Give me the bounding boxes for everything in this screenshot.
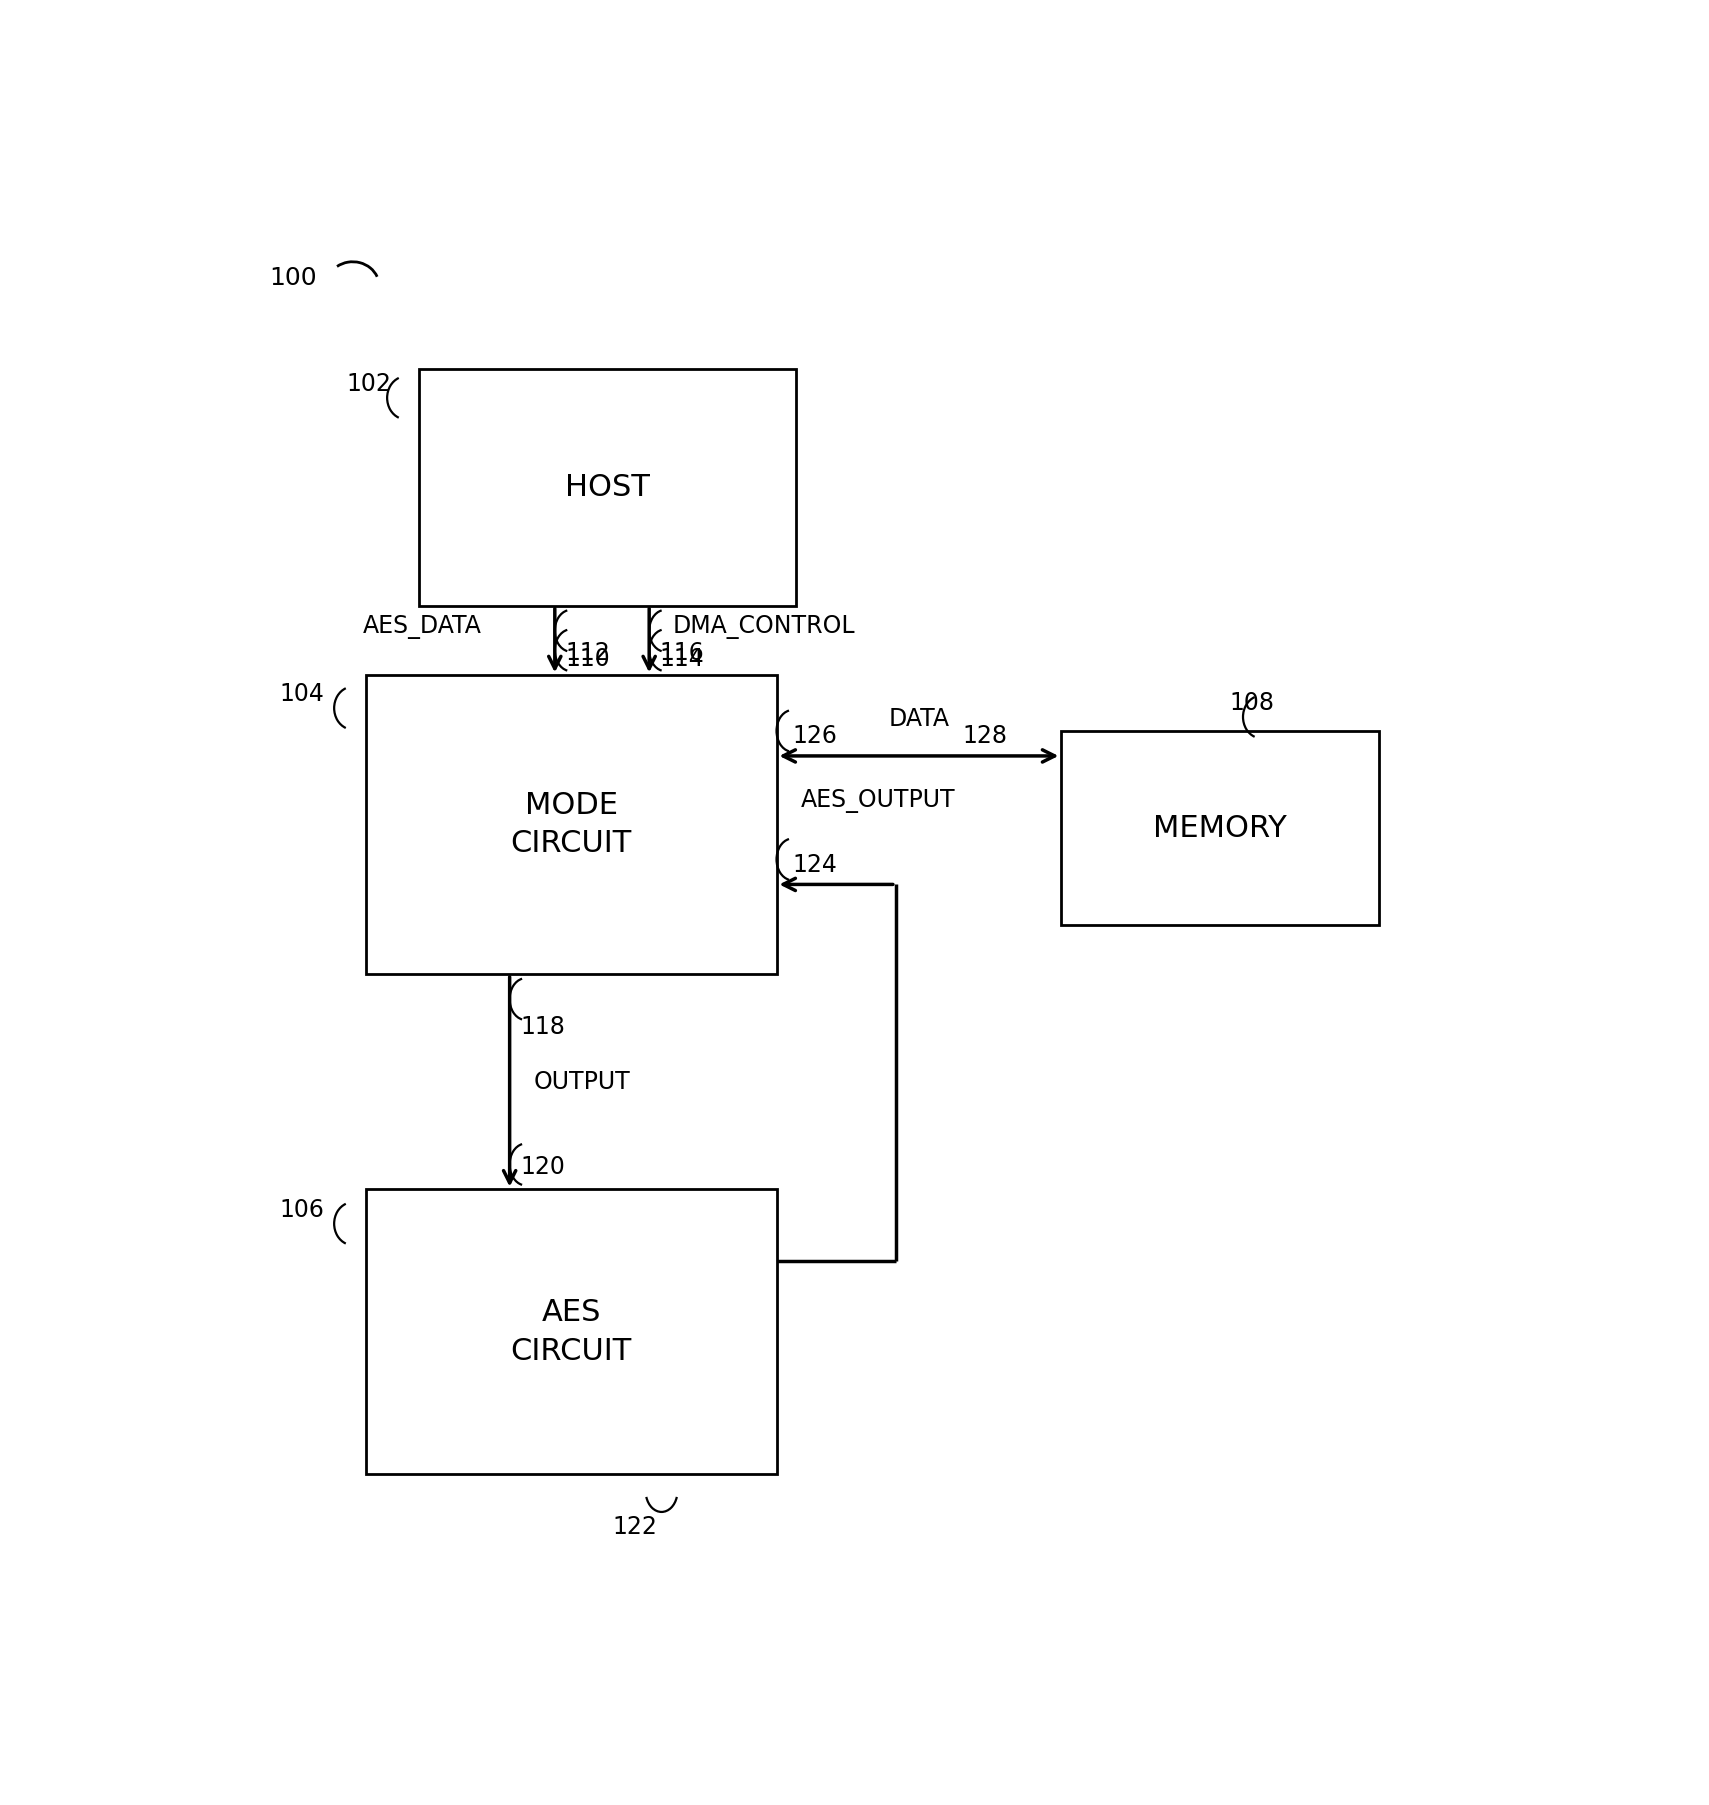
- Text: MODE
CIRCUIT: MODE CIRCUIT: [511, 791, 632, 857]
- Text: 108: 108: [1230, 691, 1275, 715]
- Bar: [366, 675, 776, 975]
- Text: AES
CIRCUIT: AES CIRCUIT: [511, 1298, 632, 1366]
- Text: 100: 100: [270, 265, 316, 291]
- Bar: [1061, 731, 1379, 926]
- Text: 124: 124: [793, 854, 837, 877]
- Text: AES_DATA: AES_DATA: [362, 616, 482, 639]
- Text: 122: 122: [612, 1514, 658, 1540]
- Text: AES_OUTPUT: AES_OUTPUT: [800, 789, 955, 814]
- Text: 106: 106: [280, 1199, 325, 1222]
- Bar: [366, 1189, 776, 1475]
- Text: 120: 120: [520, 1155, 566, 1179]
- Text: DMA_CONTROL: DMA_CONTROL: [673, 616, 856, 639]
- Text: 118: 118: [520, 1014, 566, 1040]
- Text: 104: 104: [280, 682, 325, 706]
- Text: MEMORY: MEMORY: [1154, 814, 1287, 843]
- Text: 128: 128: [962, 724, 1007, 749]
- Text: 110: 110: [566, 646, 610, 671]
- Text: 102: 102: [345, 372, 391, 395]
- Text: 112: 112: [566, 641, 610, 664]
- Text: OUTPUT: OUTPUT: [533, 1070, 631, 1094]
- Bar: [419, 370, 796, 606]
- Text: 114: 114: [660, 646, 704, 671]
- Text: 116: 116: [660, 641, 704, 664]
- Text: HOST: HOST: [566, 473, 649, 502]
- Text: 126: 126: [793, 724, 837, 749]
- Text: DATA: DATA: [889, 708, 950, 731]
